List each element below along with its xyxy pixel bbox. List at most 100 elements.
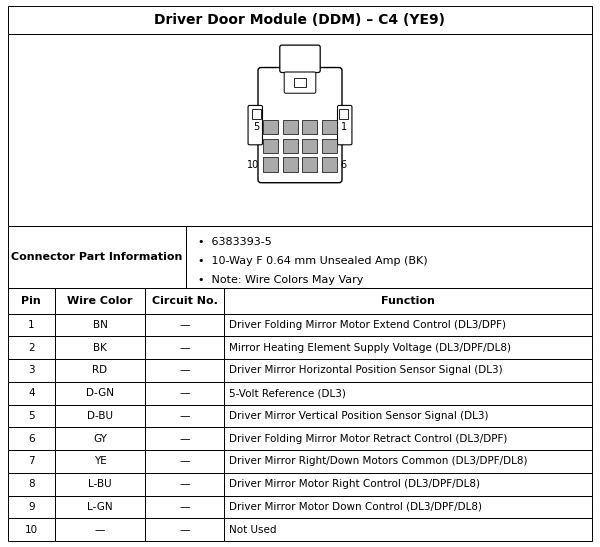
Text: 5-Volt Reference (DL3): 5-Volt Reference (DL3) xyxy=(229,388,346,398)
Bar xyxy=(145,518,224,541)
Bar xyxy=(8,313,55,336)
Text: —: — xyxy=(179,502,190,512)
Bar xyxy=(55,382,145,405)
FancyBboxPatch shape xyxy=(284,72,316,93)
Bar xyxy=(322,138,337,153)
Bar xyxy=(339,109,349,119)
Text: 4: 4 xyxy=(28,388,35,398)
Bar xyxy=(145,496,224,518)
Text: Connector Part Information: Connector Part Information xyxy=(11,252,183,262)
Bar xyxy=(55,450,145,473)
Text: 5: 5 xyxy=(253,122,259,132)
FancyBboxPatch shape xyxy=(248,106,263,145)
Text: Function: Function xyxy=(381,296,435,306)
Bar xyxy=(302,158,317,172)
Bar xyxy=(224,450,592,473)
Text: —: — xyxy=(179,343,190,353)
Text: BK: BK xyxy=(93,343,107,353)
Text: Wire Color: Wire Color xyxy=(67,296,133,306)
Bar xyxy=(55,359,145,382)
Text: —: — xyxy=(179,411,190,421)
Text: 8: 8 xyxy=(28,479,35,489)
Bar xyxy=(55,405,145,427)
Bar xyxy=(302,120,317,135)
Bar xyxy=(263,158,278,172)
Text: 1: 1 xyxy=(28,320,35,330)
Text: —: — xyxy=(179,525,190,534)
Text: 2: 2 xyxy=(28,343,35,353)
Text: 9: 9 xyxy=(28,502,35,512)
Bar xyxy=(224,359,592,382)
Bar xyxy=(8,288,592,313)
Bar xyxy=(55,288,145,313)
Bar xyxy=(8,359,55,382)
Text: Not Used: Not Used xyxy=(229,525,277,534)
Text: 1: 1 xyxy=(341,122,347,132)
Bar xyxy=(283,120,298,135)
Text: —: — xyxy=(179,320,190,330)
Bar xyxy=(145,359,224,382)
FancyBboxPatch shape xyxy=(258,67,342,183)
Bar xyxy=(145,473,224,496)
Text: 10: 10 xyxy=(247,160,259,170)
Text: 5: 5 xyxy=(28,411,35,421)
Text: Driver Folding Mirror Motor Retract Control (DL3/DPF): Driver Folding Mirror Motor Retract Cont… xyxy=(229,434,508,444)
Bar xyxy=(55,313,145,336)
Text: •  10-Way F 0.64 mm Unsealed Amp (BK): • 10-Way F 0.64 mm Unsealed Amp (BK) xyxy=(198,256,428,266)
Bar xyxy=(145,313,224,336)
Bar xyxy=(8,473,55,496)
Text: 10: 10 xyxy=(25,525,38,534)
Text: 6: 6 xyxy=(28,434,35,444)
Text: Driver Mirror Right/Down Motors Common (DL3/DPF/DL8): Driver Mirror Right/Down Motors Common (… xyxy=(229,456,527,467)
Bar xyxy=(224,336,592,359)
Bar xyxy=(55,427,145,450)
Bar xyxy=(55,518,145,541)
Text: D-GN: D-GN xyxy=(86,388,114,398)
Bar xyxy=(55,336,145,359)
FancyBboxPatch shape xyxy=(280,45,320,73)
Bar xyxy=(283,158,298,172)
Text: YE: YE xyxy=(94,456,106,467)
Bar xyxy=(8,382,55,405)
Text: RD: RD xyxy=(92,365,107,375)
Bar xyxy=(8,518,55,541)
FancyBboxPatch shape xyxy=(337,106,352,145)
Bar xyxy=(8,496,55,518)
Bar xyxy=(294,78,306,87)
Text: L-BU: L-BU xyxy=(88,479,112,489)
Text: D-BU: D-BU xyxy=(87,411,113,421)
Bar xyxy=(263,120,278,135)
Text: 3: 3 xyxy=(28,365,35,375)
Text: Pin: Pin xyxy=(22,296,41,306)
Bar xyxy=(145,450,224,473)
Bar xyxy=(224,405,592,427)
Text: •  6383393-5: • 6383393-5 xyxy=(198,237,272,247)
Bar xyxy=(8,405,55,427)
Bar xyxy=(263,138,278,153)
Bar xyxy=(8,288,55,313)
Bar xyxy=(224,288,592,313)
Text: Mirror Heating Element Supply Voltage (DL3/DPF/DL8): Mirror Heating Element Supply Voltage (D… xyxy=(229,343,511,353)
Bar xyxy=(302,138,317,153)
Bar xyxy=(8,336,55,359)
Bar xyxy=(8,6,592,34)
Text: —: — xyxy=(179,456,190,467)
Text: GY: GY xyxy=(93,434,107,444)
Bar xyxy=(224,427,592,450)
Bar xyxy=(283,138,298,153)
Bar xyxy=(251,109,261,119)
Bar xyxy=(145,336,224,359)
Bar xyxy=(224,473,592,496)
Text: Circuit No.: Circuit No. xyxy=(152,296,218,306)
Text: Driver Folding Mirror Motor Extend Control (DL3/DPF): Driver Folding Mirror Motor Extend Contr… xyxy=(229,320,506,330)
Bar xyxy=(145,382,224,405)
Text: Driver Door Module (DDM) – C4 (YE9): Driver Door Module (DDM) – C4 (YE9) xyxy=(155,13,445,27)
Bar xyxy=(224,496,592,518)
Text: —: — xyxy=(179,365,190,375)
Bar xyxy=(224,313,592,336)
Bar xyxy=(145,288,224,313)
Bar xyxy=(224,382,592,405)
Text: BN: BN xyxy=(92,320,107,330)
Text: Driver Mirror Horizontal Position Sensor Signal (DL3): Driver Mirror Horizontal Position Sensor… xyxy=(229,365,503,375)
Text: Driver Mirror Vertical Position Sensor Signal (DL3): Driver Mirror Vertical Position Sensor S… xyxy=(229,411,488,421)
